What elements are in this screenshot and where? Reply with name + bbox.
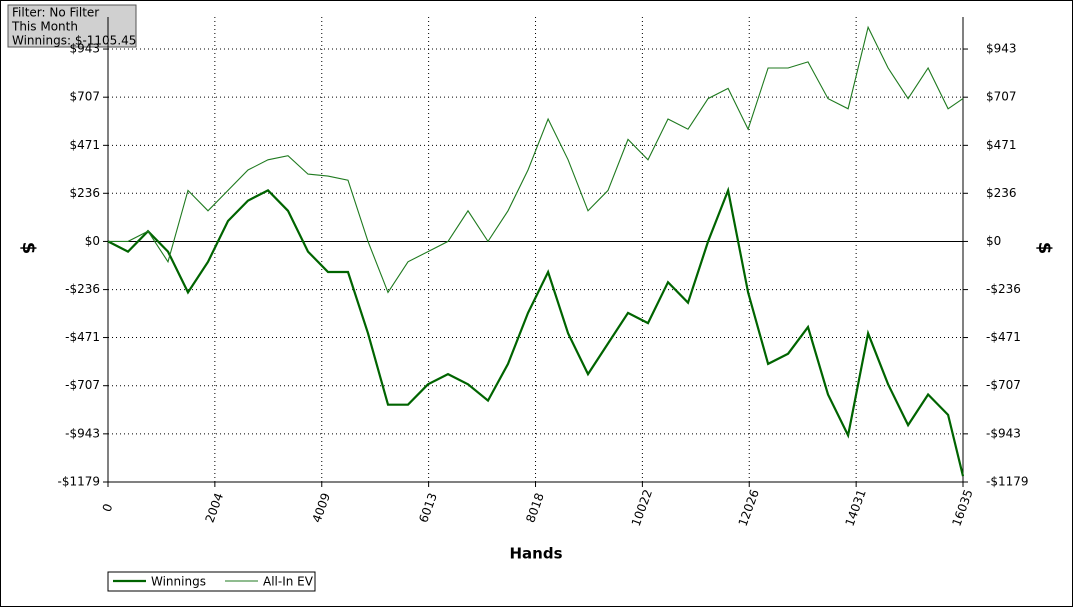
info-period: This Month (11, 20, 78, 34)
y-tick-label: $236 (69, 186, 100, 200)
y2-tick-label: -$471 (986, 330, 1021, 344)
y2-tick-label: -$707 (986, 378, 1021, 392)
x-tick-label: 0 (100, 502, 116, 514)
y-tick-label: -$707 (65, 378, 100, 392)
legend-label: Winnings (151, 575, 206, 589)
y-tick-label: -$471 (65, 330, 100, 344)
series-line (108, 25, 964, 294)
y2-tick-label: $236 (986, 186, 1017, 200)
y2-tick-label: -$236 (986, 282, 1021, 296)
y-tick-label: -$943 (65, 426, 100, 440)
y-tick-label: -$1179 (57, 475, 100, 489)
y2-tick-label: $0 (986, 234, 1001, 248)
y2-tick-label: $471 (986, 138, 1017, 152)
y2-tick-label: -$1179 (986, 475, 1029, 489)
info-box-bg (7, 4, 137, 48)
legend-box (107, 571, 316, 592)
series-line (107, 186, 965, 477)
x-axis-label: Hands (509, 545, 562, 563)
y2-tick-label: -$943 (986, 426, 1021, 440)
y-tick-label: $0 (85, 234, 100, 248)
y2-tick-label: $943 (986, 42, 1017, 56)
y2-tick-label: $707 (986, 90, 1017, 104)
info-box: Filter: No Filter This Month Winnings: $… (7, 4, 137, 48)
info-filter: Filter: No Filter (12, 6, 99, 20)
y-tick-label: $707 (69, 90, 100, 104)
y-tick-label: $943 (69, 42, 100, 56)
legend-label: All-In EV (263, 575, 314, 589)
y-tick-label: $471 (69, 138, 100, 152)
info-winnings: Winnings: $-1105.45 (12, 34, 136, 48)
y2-axis-label: $ (1034, 242, 1055, 255)
y-tick-label: -$236 (65, 282, 100, 296)
y-axis-label: $ (18, 242, 39, 255)
